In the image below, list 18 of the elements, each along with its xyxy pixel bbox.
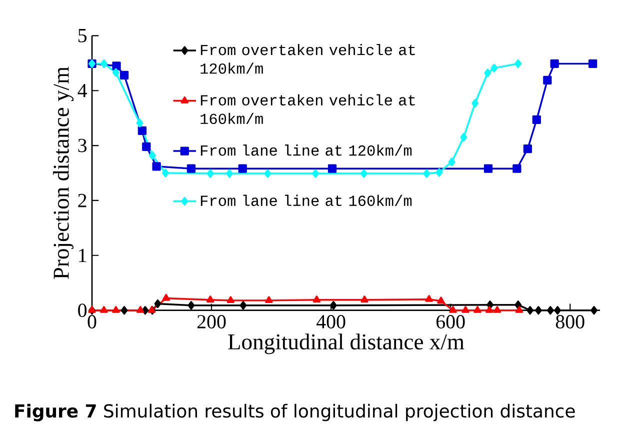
x-tick-label: 200 xyxy=(197,315,226,328)
x-axis-title: Longitudinal distance x/m xyxy=(228,334,464,354)
x-tick-label: 800 xyxy=(556,315,584,328)
legend-label: From overtaken vehicle at 160km/m xyxy=(200,94,415,124)
legend-label: From lane line at 160km/m xyxy=(200,194,412,206)
y-tick-label: 3 xyxy=(78,138,87,152)
legend-label: From lane line at 120km/m xyxy=(200,144,412,156)
text: Figure 7 Simulation results of longitudinal projection distance xyxy=(15,404,575,422)
y-tick-label: 1 xyxy=(79,248,86,262)
y-axis-title: Projection distance y/m xyxy=(52,66,74,279)
legend-label: From overtaken vehicle at 120km/m xyxy=(200,44,415,74)
x-tick-label: 0 xyxy=(88,315,96,328)
x-tick-label: 600 xyxy=(436,315,465,328)
y-tick-label: 5 xyxy=(78,29,87,42)
x-tick-label: 400 xyxy=(316,315,346,328)
y-tick-label: 4 xyxy=(78,84,87,98)
y-tick-label: 2 xyxy=(78,194,86,208)
y-tick-label: 0 xyxy=(78,304,87,318)
